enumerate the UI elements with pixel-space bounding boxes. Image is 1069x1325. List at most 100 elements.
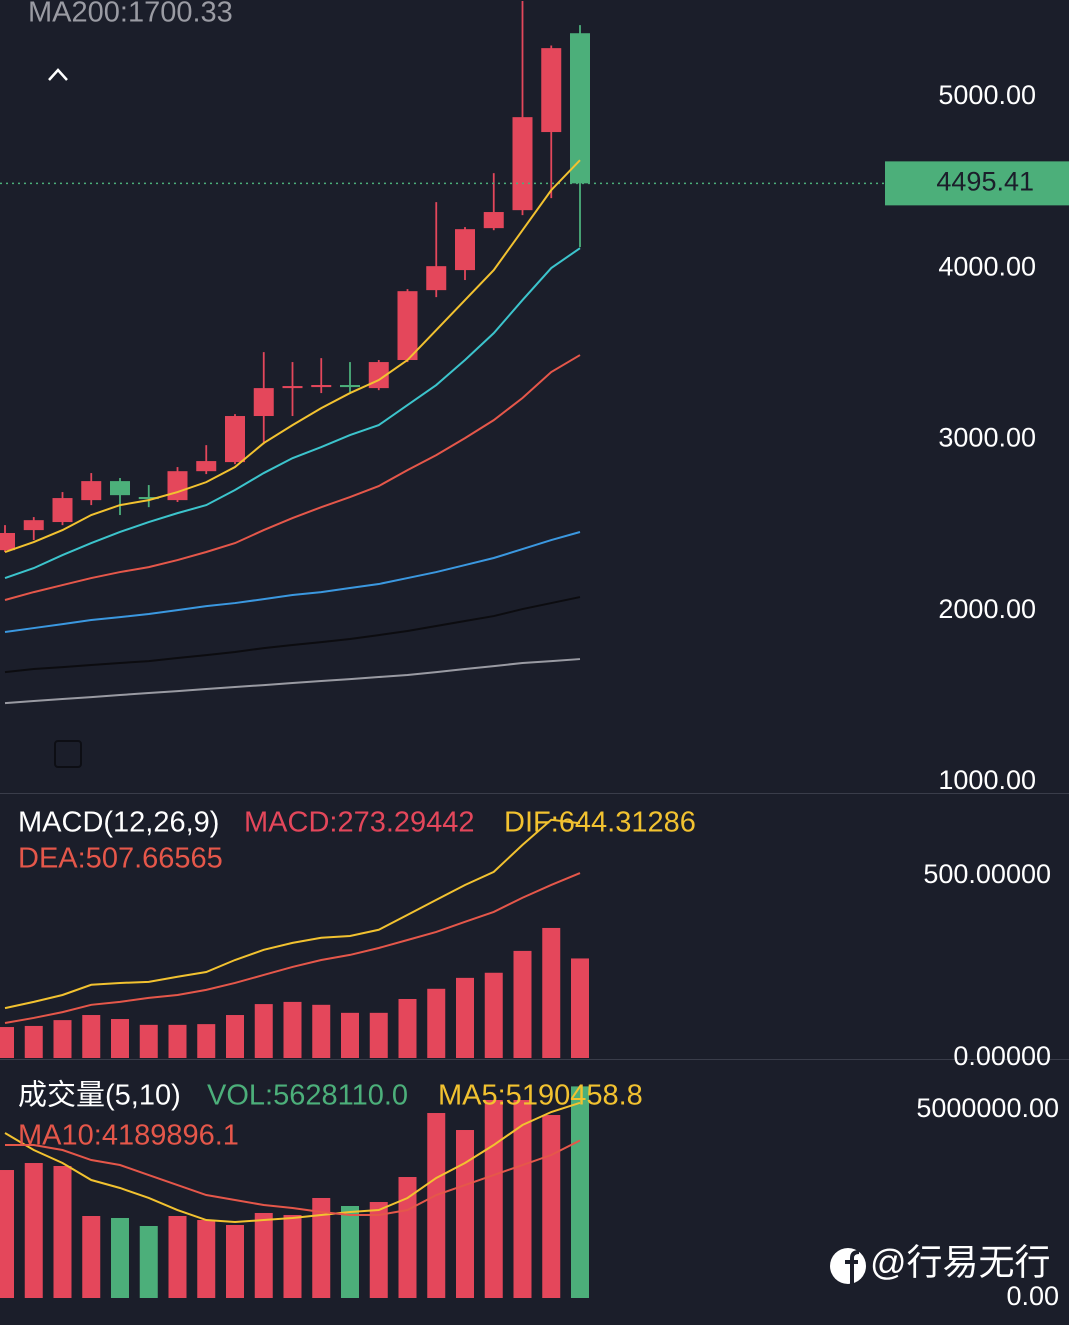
last-price-tag xyxy=(885,161,1069,206)
y-tick-label: 0.00 xyxy=(1006,1281,1059,1311)
legend-entry: VOL:5628110.0 xyxy=(207,1080,408,1112)
bar xyxy=(312,1004,331,1058)
legend-entry: MACD:273.29442 xyxy=(244,807,475,839)
candle-body xyxy=(512,117,533,211)
bar xyxy=(283,1001,302,1058)
candle-body xyxy=(167,471,188,501)
candle-body xyxy=(397,291,418,361)
ma-line xyxy=(5,1139,581,1217)
candle-body xyxy=(311,385,332,388)
bar xyxy=(111,1217,129,1298)
watermark: @行易无行 xyxy=(870,1242,1051,1283)
bar xyxy=(254,1212,273,1298)
bar xyxy=(369,1012,388,1058)
legend-entry: MA5:5190458.8 xyxy=(438,1080,643,1112)
bar xyxy=(168,1215,187,1298)
y-tick-label: 1000.00 xyxy=(938,765,1036,795)
bar xyxy=(53,1020,72,1058)
bar xyxy=(0,1170,14,1298)
checkbox-icon[interactable] xyxy=(54,740,82,768)
watermark-logo xyxy=(830,1248,866,1284)
y-tick-label: 0.00000 xyxy=(953,1041,1051,1071)
y-tick-label: 3000.00 xyxy=(938,423,1036,453)
bar xyxy=(111,1019,129,1058)
bar xyxy=(484,972,503,1058)
legend-entry: MA10:4189896.1 xyxy=(18,1120,239,1152)
y-tick-label: 2000.00 xyxy=(938,594,1036,624)
bar xyxy=(341,1012,359,1058)
legend-entry: DEA:507.66565 xyxy=(18,843,223,875)
candle-body xyxy=(23,520,44,531)
bar xyxy=(197,1024,216,1058)
legend-title: 成交量(5,10) xyxy=(18,1079,181,1112)
bar xyxy=(341,1205,359,1298)
legend-title: MACD(12,26,9) xyxy=(18,807,219,839)
candle-body xyxy=(426,266,447,291)
legend-entry: DIF:644.31286 xyxy=(504,807,696,839)
logo-circle xyxy=(830,1248,866,1284)
bar xyxy=(226,1224,244,1298)
candle-body xyxy=(0,533,15,551)
bar xyxy=(427,988,446,1058)
ma-line xyxy=(4,872,581,1025)
collapse-icon[interactable] xyxy=(48,68,68,81)
last-price-label: 4495.41 xyxy=(936,166,1034,196)
candle-body xyxy=(340,385,360,388)
bar xyxy=(139,1024,158,1058)
bar xyxy=(24,1163,43,1298)
bar xyxy=(369,1202,388,1298)
candle-body xyxy=(52,498,73,523)
legend-entry: MA200:1700.33 xyxy=(28,0,233,29)
bar xyxy=(456,977,474,1058)
candle-body xyxy=(253,388,274,417)
bar xyxy=(283,1215,302,1298)
candle-body xyxy=(455,229,475,271)
bar xyxy=(456,1130,474,1298)
ma-line xyxy=(4,531,581,633)
bar xyxy=(484,1100,503,1298)
bar xyxy=(197,1220,216,1298)
ma-line xyxy=(4,1101,581,1224)
candle-body xyxy=(282,386,303,389)
candle-body xyxy=(225,416,245,463)
chart-panel: 4495.41 5000.00 4000.00 3000.00 2000.00 1000.… xyxy=(0,0,1069,795)
bar xyxy=(571,1086,589,1298)
bar xyxy=(513,950,532,1058)
chart-panel: 5000000.00 0.00 成交量(5,10) VOL:5628110.0 MA5:… xyxy=(0,1079,1059,1311)
bar xyxy=(0,1027,14,1058)
chart-panel: 500.00000 0.00000 MACD(12,26,9) MACD:273.29… xyxy=(0,807,1051,1071)
y-tick-label: 4000.00 xyxy=(938,251,1036,281)
y-tick-label: 500.00000 xyxy=(923,859,1051,889)
logo-f xyxy=(845,1250,860,1284)
bar xyxy=(398,1177,417,1298)
bar xyxy=(82,1015,101,1058)
y-tick-label: 5000000.00 xyxy=(916,1093,1059,1123)
bar xyxy=(24,1025,43,1058)
candle-body xyxy=(138,497,159,500)
bar xyxy=(542,1115,561,1298)
bar xyxy=(513,1100,532,1298)
bar xyxy=(82,1215,101,1298)
ma-line xyxy=(4,658,581,705)
candle-body xyxy=(196,461,217,472)
candle-body xyxy=(541,48,562,133)
bar xyxy=(139,1225,158,1298)
bar xyxy=(542,927,561,1058)
candle-body xyxy=(483,212,504,229)
candle-body xyxy=(81,481,102,501)
bar xyxy=(571,958,589,1058)
y-tick-label: 5000.00 xyxy=(938,80,1036,110)
bar xyxy=(226,1015,244,1058)
ma-line xyxy=(4,354,581,601)
bar xyxy=(398,998,417,1058)
bar xyxy=(312,1197,331,1298)
ma-line xyxy=(4,596,581,674)
candle-body xyxy=(570,33,590,184)
candle-body xyxy=(110,481,130,496)
bar xyxy=(168,1024,187,1058)
bar xyxy=(254,1004,273,1058)
ma-line xyxy=(4,159,581,553)
ma-line xyxy=(4,247,581,579)
